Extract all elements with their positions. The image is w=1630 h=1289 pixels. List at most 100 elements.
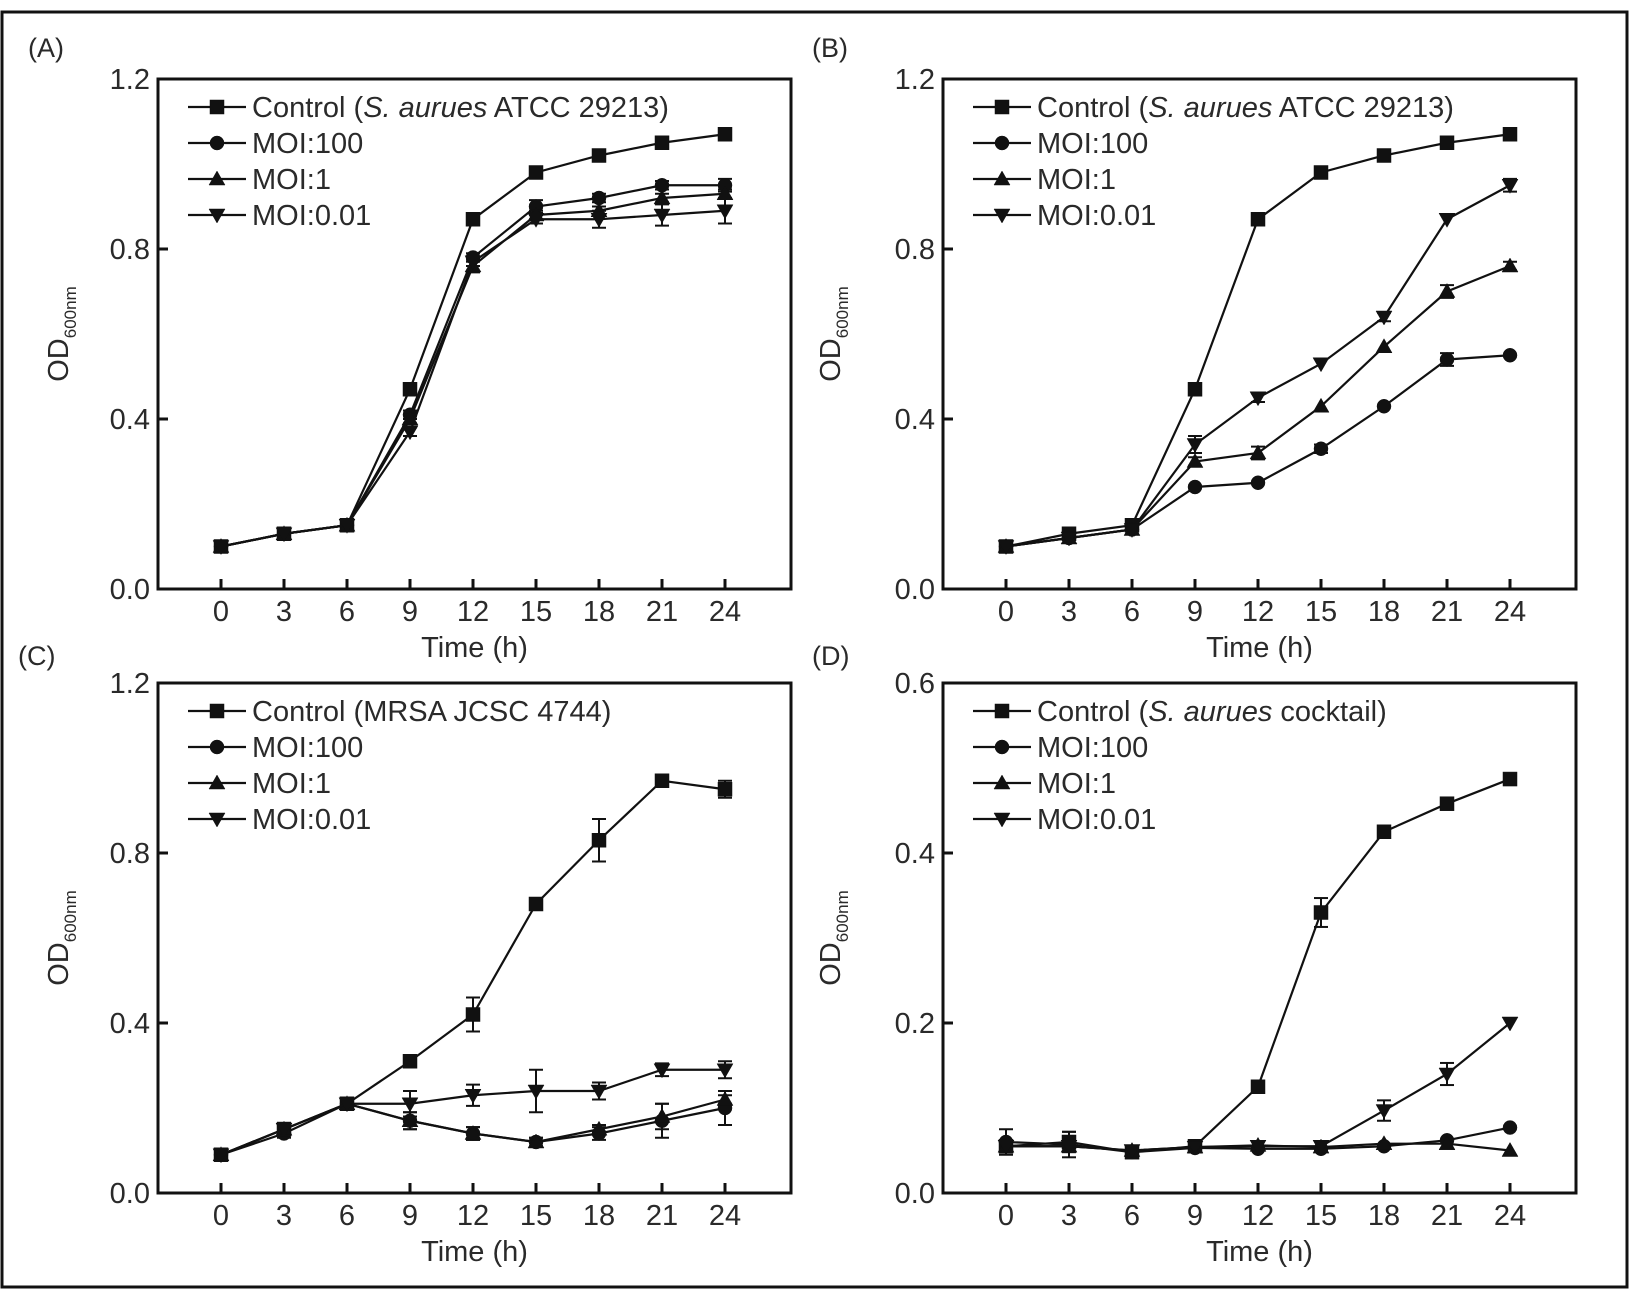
legend-label: MOI:100 <box>1037 732 1148 764</box>
data-point <box>1376 399 1392 414</box>
legend-item: MOI:0.01 <box>973 804 1156 836</box>
data-point <box>717 127 733 142</box>
data-point <box>401 1097 419 1113</box>
data-point <box>402 1054 418 1069</box>
panel-label: (C) <box>18 641 55 671</box>
data-point <box>1250 475 1266 490</box>
x-tick-label: 18 <box>1368 1200 1400 1232</box>
y-tick-label: 0.0 <box>895 1178 935 1210</box>
data-point <box>997 540 1015 556</box>
x-tick-label: 9 <box>402 1200 418 1232</box>
data-point <box>1313 905 1329 920</box>
x-tick-label: 12 <box>1242 1200 1274 1232</box>
data-point <box>1439 135 1455 150</box>
x-tick-label: 9 <box>1187 596 1203 628</box>
legend-label: MOI:0.01 <box>1037 200 1156 232</box>
y-tick-label: 0.4 <box>110 404 150 436</box>
legend-marker <box>209 99 225 115</box>
data-point <box>1249 391 1267 407</box>
data-point <box>1376 824 1392 839</box>
series-triangle-down <box>997 1016 1519 1160</box>
series-triangle-down <box>212 1060 734 1164</box>
x-tick-label: 3 <box>276 1200 292 1232</box>
legend-item: MOI:1 <box>188 164 331 196</box>
data-point <box>1312 357 1330 373</box>
x-tick-label: 21 <box>1431 596 1463 628</box>
legend-marker <box>208 170 226 186</box>
legend-label: MOI:1 <box>252 768 331 800</box>
legend-item: MOI:0.01 <box>973 200 1156 232</box>
legend-marker <box>208 208 226 224</box>
y-tick-label: 0.6 <box>895 668 935 700</box>
legend-item: MOI:1 <box>188 768 331 800</box>
x-tick-label: 18 <box>583 1200 615 1232</box>
data-point <box>1060 531 1078 547</box>
series-circle <box>213 177 733 554</box>
data-point <box>590 213 608 228</box>
data-point <box>1250 1079 1266 1094</box>
panel-label: (D) <box>812 641 849 671</box>
legend-label: MOI:0.01 <box>252 804 371 836</box>
data-point <box>465 1007 481 1022</box>
y-tick-label: 0.8 <box>110 838 150 870</box>
chart-panel-a: (A) 0.0 0.4 0.8 1.2 0 3 6 9 12 15 18 21 24 Time (h) OD6… <box>28 33 793 664</box>
x-axis-title: Time (h) <box>1206 632 1313 664</box>
legend-item: MOI:100 <box>188 732 363 764</box>
data-point <box>653 1063 671 1079</box>
data-point <box>997 1140 1015 1155</box>
y-tick-label: 0.4 <box>110 1008 150 1040</box>
data-point <box>1438 282 1456 298</box>
series-line <box>1005 184 1511 548</box>
legend-marker <box>993 170 1011 186</box>
data-point <box>591 148 607 163</box>
data-point <box>1312 1140 1330 1155</box>
y-axis-title: OD600nm <box>815 286 852 381</box>
data-point <box>1313 165 1329 180</box>
data-point <box>1501 179 1519 194</box>
y-tick-label: 0.0 <box>110 1178 150 1210</box>
x-tick-label: 0 <box>998 596 1014 628</box>
data-point <box>1438 1135 1456 1150</box>
data-point <box>401 1112 419 1127</box>
y-tick-label: 1.2 <box>110 64 150 96</box>
data-point <box>716 1090 734 1106</box>
data-point <box>1438 213 1456 228</box>
x-tick-label: 18 <box>583 596 615 628</box>
data-point <box>1501 257 1519 273</box>
x-tick-label: 24 <box>1494 1200 1526 1232</box>
x-tick-label: 6 <box>1124 596 1140 628</box>
y-axis-title: OD600nm <box>815 890 852 985</box>
data-point <box>1060 1140 1078 1155</box>
x-tick-label: 3 <box>276 596 292 628</box>
data-point <box>212 540 230 556</box>
data-point <box>1123 1144 1141 1160</box>
legend-marker <box>208 812 226 828</box>
legend-item: MOI:100 <box>973 128 1148 160</box>
data-point <box>1249 444 1267 460</box>
data-point <box>1438 1067 1456 1083</box>
data-point <box>653 1107 671 1123</box>
x-tick-label: 6 <box>1124 1200 1140 1232</box>
legend-marker <box>993 812 1011 828</box>
x-tick-label: 9 <box>1187 1200 1203 1232</box>
x-axis-title: Time (h) <box>421 632 528 664</box>
data-point <box>527 1084 545 1100</box>
data-point <box>1502 1120 1518 1135</box>
y-tick-label: 0.0 <box>110 574 150 606</box>
data-point <box>212 1148 230 1164</box>
data-point <box>338 1097 356 1113</box>
legend-label: Control (MRSA JCSC 4744) <box>252 696 611 728</box>
x-tick-label: 21 <box>646 1200 678 1232</box>
data-point <box>527 1133 545 1149</box>
x-tick-label: 0 <box>213 1200 229 1232</box>
data-point <box>590 1084 608 1100</box>
x-tick-label: 15 <box>520 1200 552 1232</box>
data-point <box>1375 310 1393 326</box>
legend-item: Control (S. aurues cocktail) <box>973 696 1387 728</box>
data-point <box>716 1063 734 1079</box>
legend-label: MOI:100 <box>252 128 363 160</box>
y-tick-label: 1.2 <box>895 64 935 96</box>
data-point <box>275 1123 293 1138</box>
y-tick-label: 0.4 <box>895 838 935 870</box>
